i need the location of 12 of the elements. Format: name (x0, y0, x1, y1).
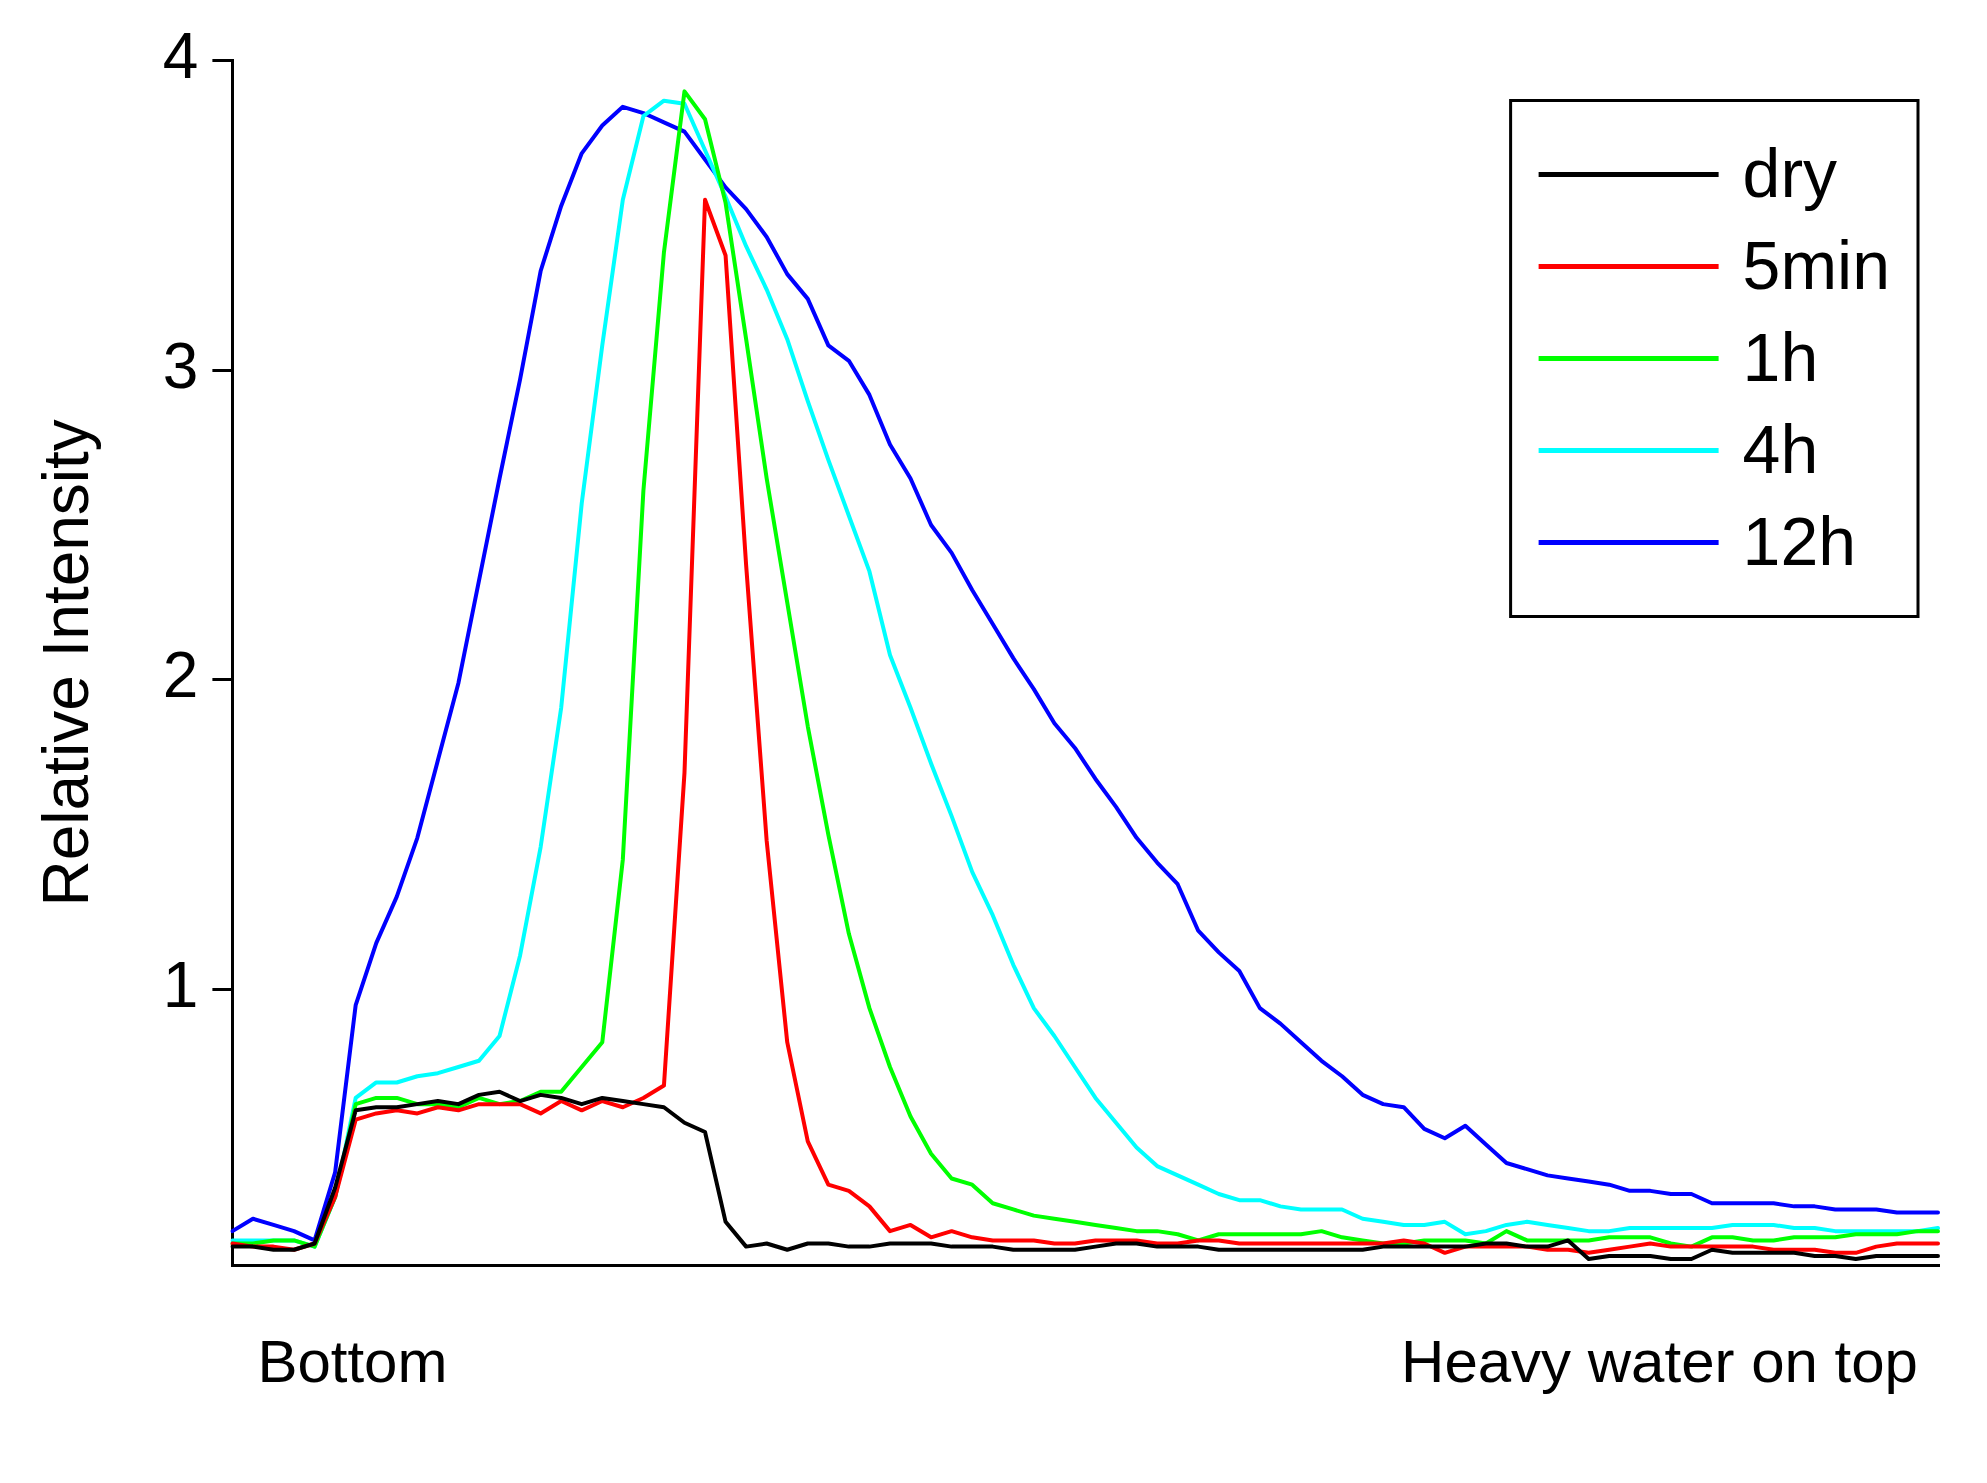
legend-label: 5min (1742, 227, 1890, 304)
y-tick-label: 3 (162, 329, 199, 402)
y-tick-label: 2 (162, 639, 199, 712)
text: Bottom (257, 1327, 448, 1395)
y-tick-label: 1 (162, 949, 199, 1022)
y-tick-label: 4 (162, 20, 199, 93)
legend-label: 12h (1742, 503, 1857, 580)
y-axis-title: Relative Intensity (30, 419, 103, 907)
legend-label: 1h (1742, 319, 1819, 396)
text: Heavy water on top (1401, 1327, 1918, 1395)
legend-label: dry (1742, 135, 1838, 212)
legend-label: 4h (1742, 411, 1819, 488)
